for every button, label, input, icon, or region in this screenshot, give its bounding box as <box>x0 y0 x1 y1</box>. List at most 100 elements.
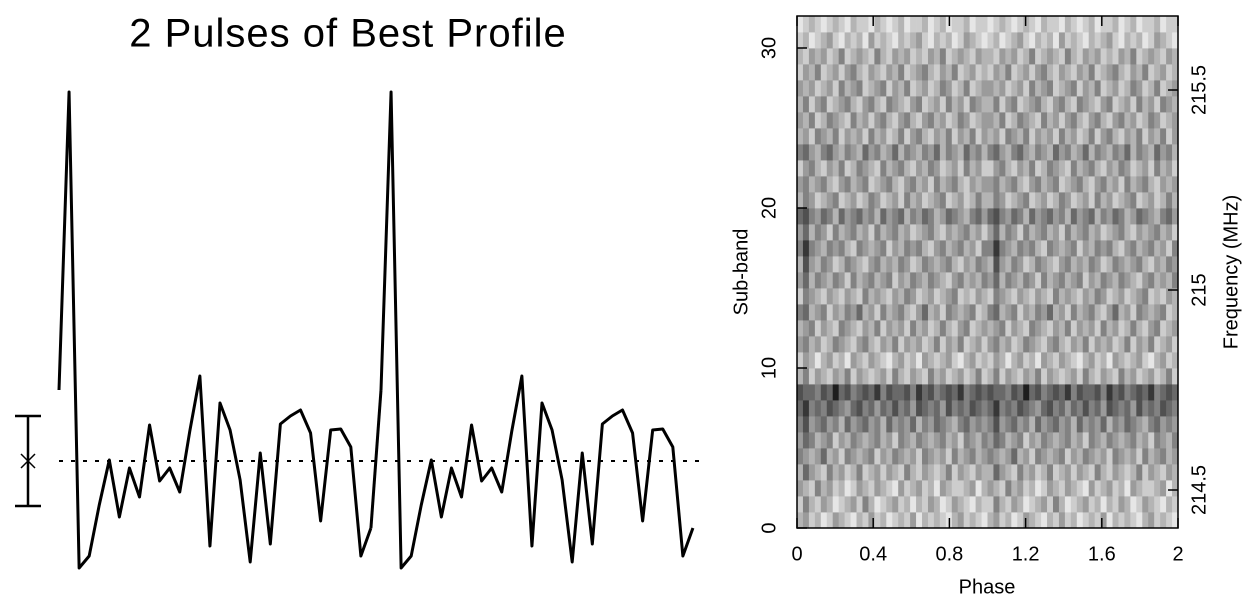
heatmap-cell <box>933 368 941 385</box>
heatmap-cell <box>802 128 810 145</box>
heatmap-cell <box>886 208 893 225</box>
heatmap-cell <box>1047 32 1054 49</box>
heatmap-cell <box>1041 368 1048 385</box>
heatmap-cell <box>916 96 923 113</box>
heatmap-cell <box>1047 272 1054 289</box>
heatmap-cell <box>1052 288 1060 305</box>
heatmap-cell <box>1029 256 1036 273</box>
heatmap-cell <box>826 336 834 353</box>
heatmap-cell <box>1029 224 1036 241</box>
heatmap-cell <box>880 464 887 481</box>
heatmap-cell <box>1035 32 1042 49</box>
heatmap-cell <box>1100 400 1107 417</box>
heatmap-cell <box>1094 144 1102 161</box>
heatmap-cell <box>993 80 1000 97</box>
heatmap-cell <box>1166 288 1173 305</box>
heatmap-cell <box>1094 48 1102 65</box>
heatmap-cell <box>1064 80 1072 97</box>
heatmap-cell <box>1130 112 1137 129</box>
heatmap-cell <box>1082 240 1090 257</box>
heatmap-cell <box>1160 416 1167 433</box>
heatmap-cell <box>933 240 941 257</box>
heatmap-cell <box>933 432 941 449</box>
heatmap-cell <box>1106 208 1113 225</box>
heatmap-cell <box>1088 224 1096 241</box>
heatmap-cell <box>1052 384 1060 401</box>
heatmap-cell <box>1100 336 1107 353</box>
heatmap-cell <box>874 112 881 129</box>
heatmap-cell <box>856 288 863 305</box>
heatmap-cell <box>1047 496 1054 513</box>
heatmap-cell <box>951 272 959 289</box>
heatmap-cell <box>987 368 994 385</box>
heatmap-cell <box>1106 48 1113 65</box>
heatmap-cell <box>904 320 911 337</box>
heatmap-cell <box>892 32 899 49</box>
heatmap-cell <box>1070 160 1078 177</box>
y2-tick-label: 215.5 <box>1188 65 1210 115</box>
heatmap-cell <box>1106 272 1113 289</box>
heatmap-cell <box>1148 464 1155 481</box>
heatmap-cell <box>1154 224 1161 241</box>
heatmap-cell <box>910 352 917 369</box>
heatmap-cell <box>957 336 965 353</box>
heatmap-cell <box>927 512 935 529</box>
heatmap-cell <box>987 432 994 449</box>
heatmap-cell <box>1052 320 1060 337</box>
heatmap-cell <box>1142 160 1149 177</box>
heatmap-cell <box>1148 16 1155 33</box>
heatmap-cell <box>1136 48 1143 65</box>
heatmap-cell <box>963 432 971 449</box>
heatmap-cell <box>951 32 959 49</box>
heatmap-cell <box>1124 448 1131 465</box>
heatmap-cell <box>1118 144 1125 161</box>
heatmap-cell <box>1154 352 1161 369</box>
heatmap-cell <box>1172 320 1179 337</box>
heatmap-cell <box>1023 480 1030 497</box>
heatmap-cell <box>957 320 965 337</box>
heatmap-cell <box>1058 464 1066 481</box>
heatmap-cell <box>933 112 941 129</box>
heatmap-cell <box>856 480 863 497</box>
heatmap-cell <box>1118 240 1125 257</box>
heatmap-cell <box>1035 416 1042 433</box>
heatmap-cell <box>999 240 1006 257</box>
heatmap-cell <box>933 304 941 321</box>
heatmap-cell <box>1130 416 1137 433</box>
heatmap-cell <box>832 320 840 337</box>
heatmap-cell <box>1052 16 1060 33</box>
heatmap-cell <box>1166 16 1173 33</box>
heatmap-cell <box>993 400 1000 417</box>
heatmap-cell <box>814 144 822 161</box>
heatmap-cell <box>844 448 851 465</box>
heatmap-cell <box>1142 64 1149 81</box>
heatmap-cell <box>808 368 816 385</box>
heatmap-cell <box>1017 400 1024 417</box>
heatmap-cell <box>916 16 923 33</box>
heatmap-cell <box>1023 304 1030 321</box>
heatmap-cell <box>826 288 834 305</box>
heatmap-cell <box>1112 480 1119 497</box>
heatmap-cell <box>1023 112 1030 129</box>
heatmap-cell <box>999 64 1006 81</box>
heatmap-cell <box>1070 80 1078 97</box>
heatmap-cell <box>1106 64 1113 81</box>
heatmap-cell <box>910 496 917 513</box>
heatmap-cell <box>981 80 988 97</box>
heatmap-cell <box>856 64 863 81</box>
heatmap-cell <box>856 304 863 321</box>
heatmap-cell <box>1011 128 1018 145</box>
heatmap-cell <box>939 496 947 513</box>
heatmap-cell <box>1029 288 1036 305</box>
heatmap-cell <box>951 336 959 353</box>
heatmap-cell <box>1100 448 1107 465</box>
heatmap-cell <box>1154 432 1161 449</box>
heatmap-cell <box>1052 64 1060 81</box>
heatmap-cell <box>1136 224 1143 241</box>
heatmap-cell <box>916 368 923 385</box>
heatmap-cell <box>856 240 863 257</box>
heatmap-cell <box>904 256 911 273</box>
heatmap-cell <box>892 208 899 225</box>
heatmap-cell <box>999 448 1006 465</box>
heatmap-cell <box>814 112 822 129</box>
